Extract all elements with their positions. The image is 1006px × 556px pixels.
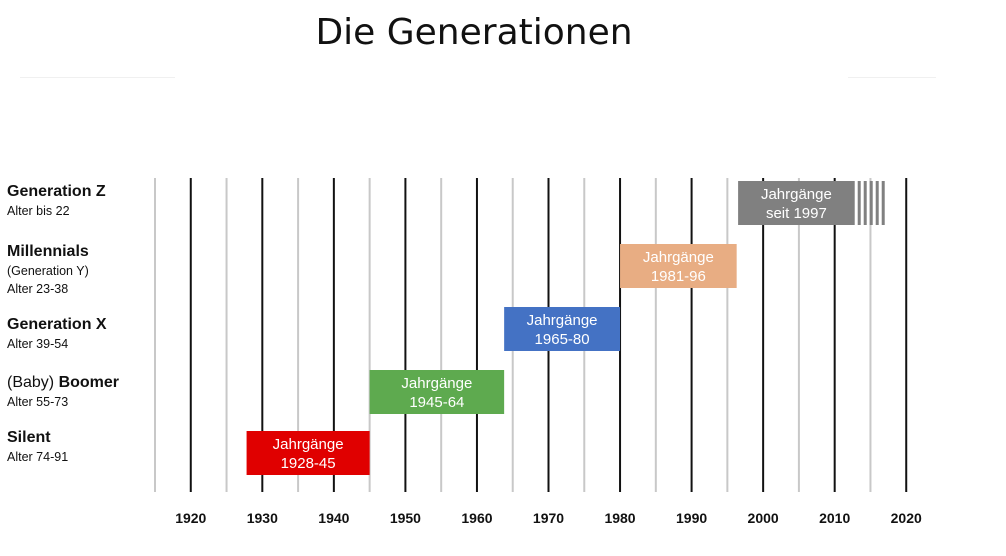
x-tick-label: 1930 [247, 510, 278, 526]
chart-title: Die Generationen [315, 12, 633, 53]
generation-bar [620, 244, 737, 288]
gen-age: Alter 39-54 [7, 337, 69, 351]
bar-fade-stripe [869, 181, 873, 225]
gen-name-text: Millennials [7, 243, 89, 260]
gen-name: (Baby) Boomer [7, 373, 119, 393]
bar-label: Jahrgänge [401, 375, 472, 392]
gen-label-millennials: Millennials (Generation Y) Alter 23-38 [7, 242, 89, 298]
bar-label: Jahrgänge [527, 312, 598, 329]
title-underline-left [20, 77, 175, 78]
generation-bar [738, 181, 855, 225]
bar-label: Jahrgänge [761, 186, 832, 203]
x-tick-label: 1970 [533, 510, 564, 526]
gen-name-text: Silent [7, 429, 51, 446]
gen-name-text: Generation Z [7, 183, 106, 200]
gen-name: Silent [7, 428, 68, 448]
gen-age: Alter 55-73 [7, 395, 69, 409]
bar-fade-stripe [875, 181, 879, 225]
gen-name: Generation X [7, 315, 107, 335]
bar-label: 1981-96 [651, 268, 706, 285]
bar-label: 1928-45 [281, 455, 336, 472]
generation-bar [246, 431, 370, 475]
bar-fade-stripe [857, 181, 861, 225]
x-tick-label: 1950 [390, 510, 421, 526]
gen-age: Alter 23-38 [7, 282, 69, 296]
x-tick-label: 1960 [461, 510, 492, 526]
bar-label: 1965-80 [535, 331, 590, 348]
gen-name-text: Generation X [7, 316, 107, 333]
x-tick-label: 2000 [748, 510, 779, 526]
bar-label: seit 1997 [766, 205, 827, 222]
generation-bar [504, 307, 621, 351]
gen-label-z: Generation Z Alter bis 22 [7, 182, 106, 220]
gen-label-boomer: (Baby) Boomer Alter 55-73 [7, 373, 119, 411]
bar-label: 1945-64 [409, 394, 464, 411]
bar-label: Jahrgänge [643, 249, 714, 266]
gen-age: Alter bis 22 [7, 204, 70, 218]
bar-label: Jahrgänge [273, 436, 344, 453]
x-tick-label: 1940 [318, 510, 349, 526]
x-tick-label: 1980 [604, 510, 635, 526]
gen-name: Generation Z [7, 182, 106, 202]
gen-name-prefix: (Baby) [7, 374, 59, 391]
x-axis-ticks: 1920 1930 1940 1950 1960 1970 1980 1990 2000 2010… [175, 510, 922, 526]
x-tick-label: 1920 [175, 510, 206, 526]
x-tick-label: 2010 [819, 510, 850, 526]
generation-bar [369, 370, 505, 414]
gen-name: Millennials [7, 242, 89, 262]
gen-age: Alter 74-91 [7, 450, 69, 464]
gen-label-x: Generation X Alter 39-54 [7, 315, 107, 353]
bar-fade-stripe [863, 181, 867, 225]
bar-fade-stripe [881, 181, 885, 225]
gen-label-silent: Silent Alter 74-91 [7, 428, 68, 466]
x-tick-label: 1990 [676, 510, 707, 526]
generation-bars: Jahrgänge seit 1997 Jahrgänge 1981-96 Jahrgä… [246, 181, 885, 475]
title-underline-right [848, 77, 936, 78]
gen-alias: (Generation Y) [7, 264, 89, 278]
gen-name-text: Boomer [58, 374, 120, 391]
x-tick-label: 2020 [891, 510, 922, 526]
